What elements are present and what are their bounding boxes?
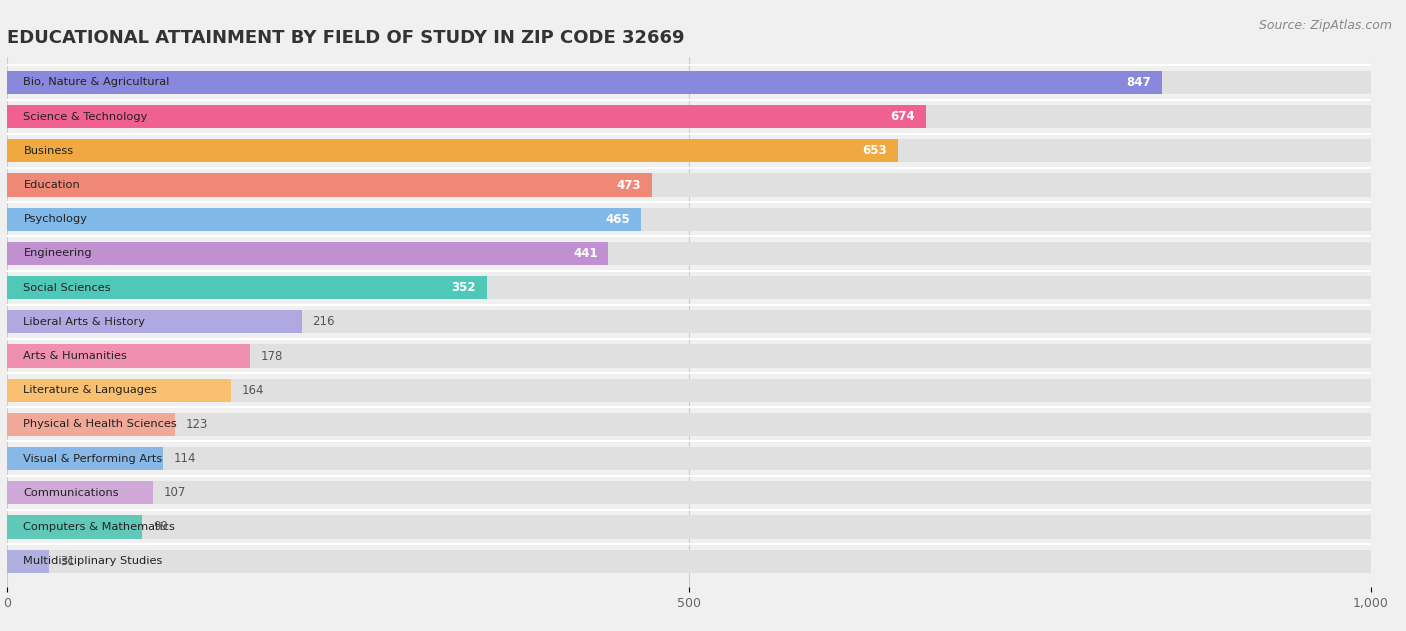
Text: Social Sciences: Social Sciences [24, 283, 111, 293]
Text: EDUCATIONAL ATTAINMENT BY FIELD OF STUDY IN ZIP CODE 32669: EDUCATIONAL ATTAINMENT BY FIELD OF STUDY… [7, 29, 685, 47]
Text: Physical & Health Sciences: Physical & Health Sciences [24, 420, 177, 430]
Text: Multidisciplinary Studies: Multidisciplinary Studies [24, 556, 163, 566]
Bar [7, 550, 1371, 573]
Text: 847: 847 [1126, 76, 1152, 89]
Text: 178: 178 [260, 350, 283, 362]
Bar [7, 276, 1371, 299]
Bar [7, 310, 302, 333]
Text: Computers & Mathematics: Computers & Mathematics [24, 522, 176, 532]
Text: Science & Technology: Science & Technology [24, 112, 148, 122]
Text: Source: ZipAtlas.com: Source: ZipAtlas.com [1258, 19, 1392, 32]
Bar [7, 139, 1371, 162]
Bar [7, 208, 641, 231]
Text: 653: 653 [862, 144, 887, 157]
Text: Visual & Performing Arts: Visual & Performing Arts [24, 454, 163, 464]
Bar [7, 208, 1371, 231]
Bar [7, 242, 1371, 265]
Bar [7, 413, 174, 436]
Text: Bio, Nature & Agricultural: Bio, Nature & Agricultural [24, 78, 170, 88]
Text: 99: 99 [153, 521, 167, 533]
Text: 473: 473 [617, 179, 641, 192]
Bar [7, 276, 486, 299]
Text: 441: 441 [572, 247, 598, 260]
Bar [7, 105, 927, 128]
Bar [7, 345, 1371, 368]
Text: 123: 123 [186, 418, 208, 431]
Bar [7, 379, 231, 402]
Bar [7, 550, 49, 573]
Text: 352: 352 [451, 281, 477, 294]
Bar [7, 516, 1371, 539]
Text: Literature & Languages: Literature & Languages [24, 385, 157, 395]
Bar [7, 447, 163, 470]
Bar [7, 516, 142, 539]
Bar [7, 139, 897, 162]
Bar [7, 105, 1371, 128]
Text: 31: 31 [60, 555, 75, 568]
Text: 216: 216 [312, 316, 335, 328]
Text: Psychology: Psychology [24, 214, 87, 224]
Bar [7, 310, 1371, 333]
Bar [7, 447, 1371, 470]
Text: Communications: Communications [24, 488, 120, 498]
Bar [7, 71, 1371, 94]
Bar [7, 174, 1371, 197]
Text: Arts & Humanities: Arts & Humanities [24, 351, 128, 361]
Bar [7, 174, 652, 197]
Bar [7, 242, 609, 265]
Bar [7, 481, 1371, 504]
Text: 107: 107 [165, 487, 186, 499]
Bar [7, 379, 1371, 402]
Bar [7, 345, 250, 368]
Bar [7, 71, 1163, 94]
Text: Education: Education [24, 180, 80, 190]
Text: 164: 164 [242, 384, 264, 397]
Text: 674: 674 [891, 110, 915, 123]
Text: 465: 465 [606, 213, 630, 226]
Bar [7, 413, 1371, 436]
Text: Engineering: Engineering [24, 249, 91, 259]
Text: Business: Business [24, 146, 73, 156]
Text: 114: 114 [173, 452, 195, 465]
Bar [7, 481, 153, 504]
Text: Liberal Arts & History: Liberal Arts & History [24, 317, 145, 327]
